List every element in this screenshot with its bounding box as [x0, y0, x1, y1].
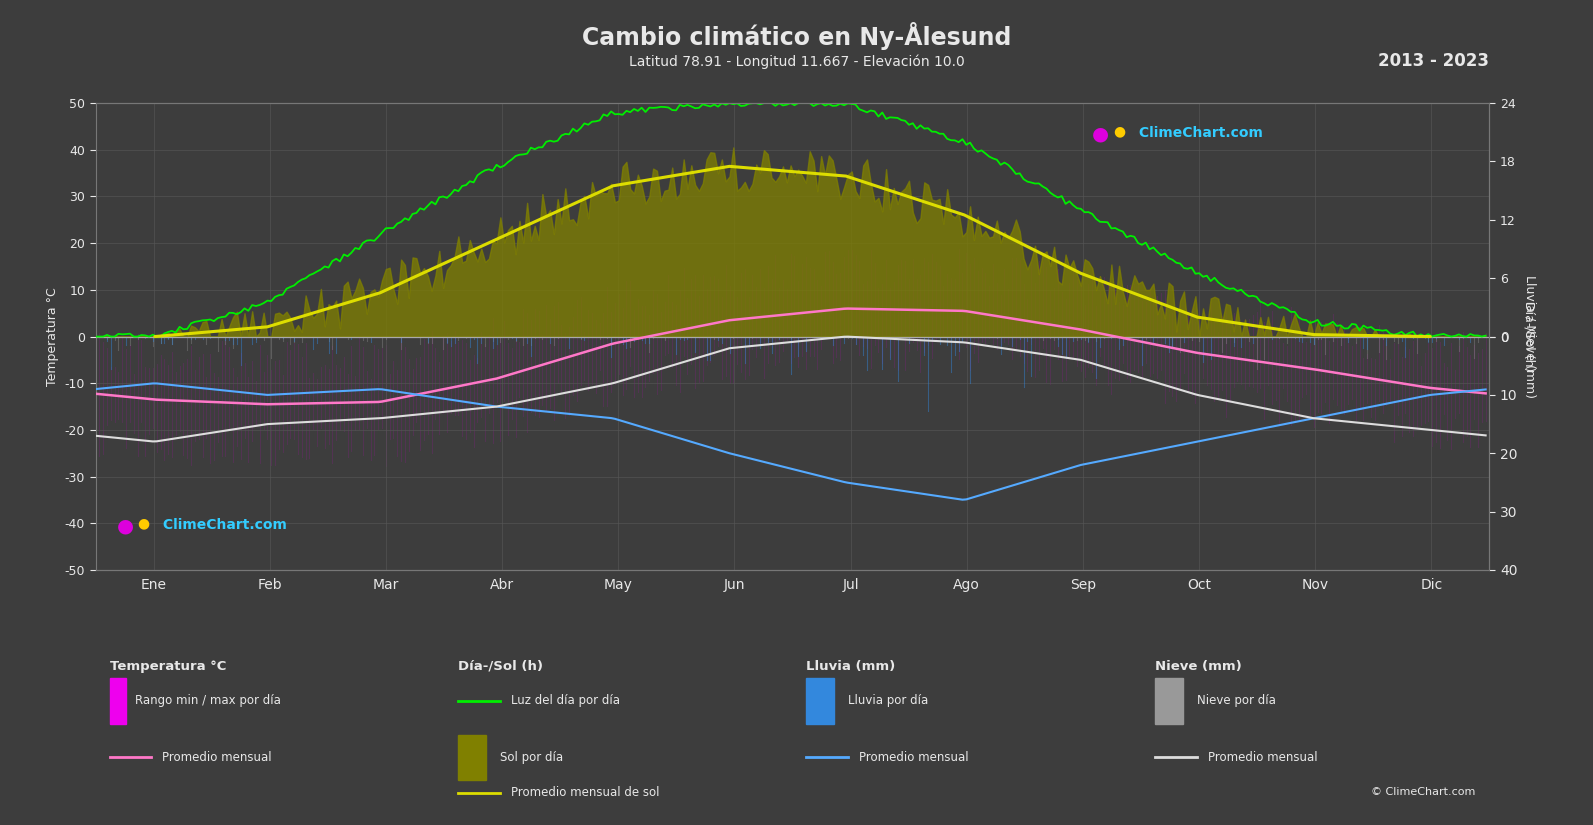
- Point: [1145, 752, 1164, 762]
- Text: Lluvia por día: Lluvia por día: [849, 695, 929, 707]
- Text: Lluvia (mm): Lluvia (mm): [806, 660, 895, 672]
- Point: [491, 696, 510, 706]
- Point: [449, 696, 468, 706]
- Bar: [1155, 678, 1184, 724]
- Point: [100, 752, 119, 762]
- Text: Día-/Sol (h): Día-/Sol (h): [459, 660, 543, 672]
- Text: Promedio mensual: Promedio mensual: [860, 751, 969, 764]
- Text: Promedio mensual: Promedio mensual: [162, 751, 272, 764]
- Text: Temperatura °C: Temperatura °C: [110, 660, 226, 672]
- Point: [142, 752, 161, 762]
- Text: ClimeChart.com: ClimeChart.com: [1134, 125, 1263, 139]
- Bar: [110, 678, 126, 724]
- Point: [449, 788, 468, 798]
- Y-axis label: Lluvia / Nieve (mm): Lluvia / Nieve (mm): [1525, 275, 1537, 398]
- Y-axis label: Día-/Sol (h): Día-/Sol (h): [1523, 301, 1536, 372]
- Text: Nieve por día: Nieve por día: [1196, 695, 1276, 707]
- Point: [491, 788, 510, 798]
- Bar: [806, 678, 835, 724]
- Text: Luz del día por día: Luz del día por día: [511, 695, 620, 707]
- Text: Promedio mensual: Promedio mensual: [1207, 751, 1317, 764]
- Text: Latitud 78.91 - Longitud 11.667 - Elevación 10.0: Latitud 78.91 - Longitud 11.667 - Elevac…: [629, 54, 964, 69]
- Text: Nieve (mm): Nieve (mm): [1155, 660, 1241, 672]
- Text: Cambio climático en Ny-Ålesund: Cambio climático en Ny-Ålesund: [581, 21, 1012, 50]
- Point: [1187, 752, 1206, 762]
- Point: [840, 752, 859, 762]
- Text: ●: ●: [1114, 124, 1125, 138]
- Text: 2013 - 2023: 2013 - 2023: [1378, 52, 1489, 70]
- Text: Rango min / max por día: Rango min / max por día: [134, 695, 280, 707]
- Point: [796, 752, 816, 762]
- Y-axis label: Temperatura °C: Temperatura °C: [46, 287, 59, 386]
- Text: ●: ●: [137, 516, 150, 530]
- Text: Promedio mensual de sol: Promedio mensual de sol: [511, 786, 660, 799]
- Text: Sol por día: Sol por día: [500, 751, 562, 764]
- Text: © ClimeChart.com: © ClimeChart.com: [1372, 787, 1475, 797]
- Text: ClimeChart.com: ClimeChart.com: [158, 518, 287, 531]
- Text: ●: ●: [116, 516, 134, 535]
- Text: ●: ●: [1093, 124, 1109, 143]
- Bar: [459, 734, 486, 780]
